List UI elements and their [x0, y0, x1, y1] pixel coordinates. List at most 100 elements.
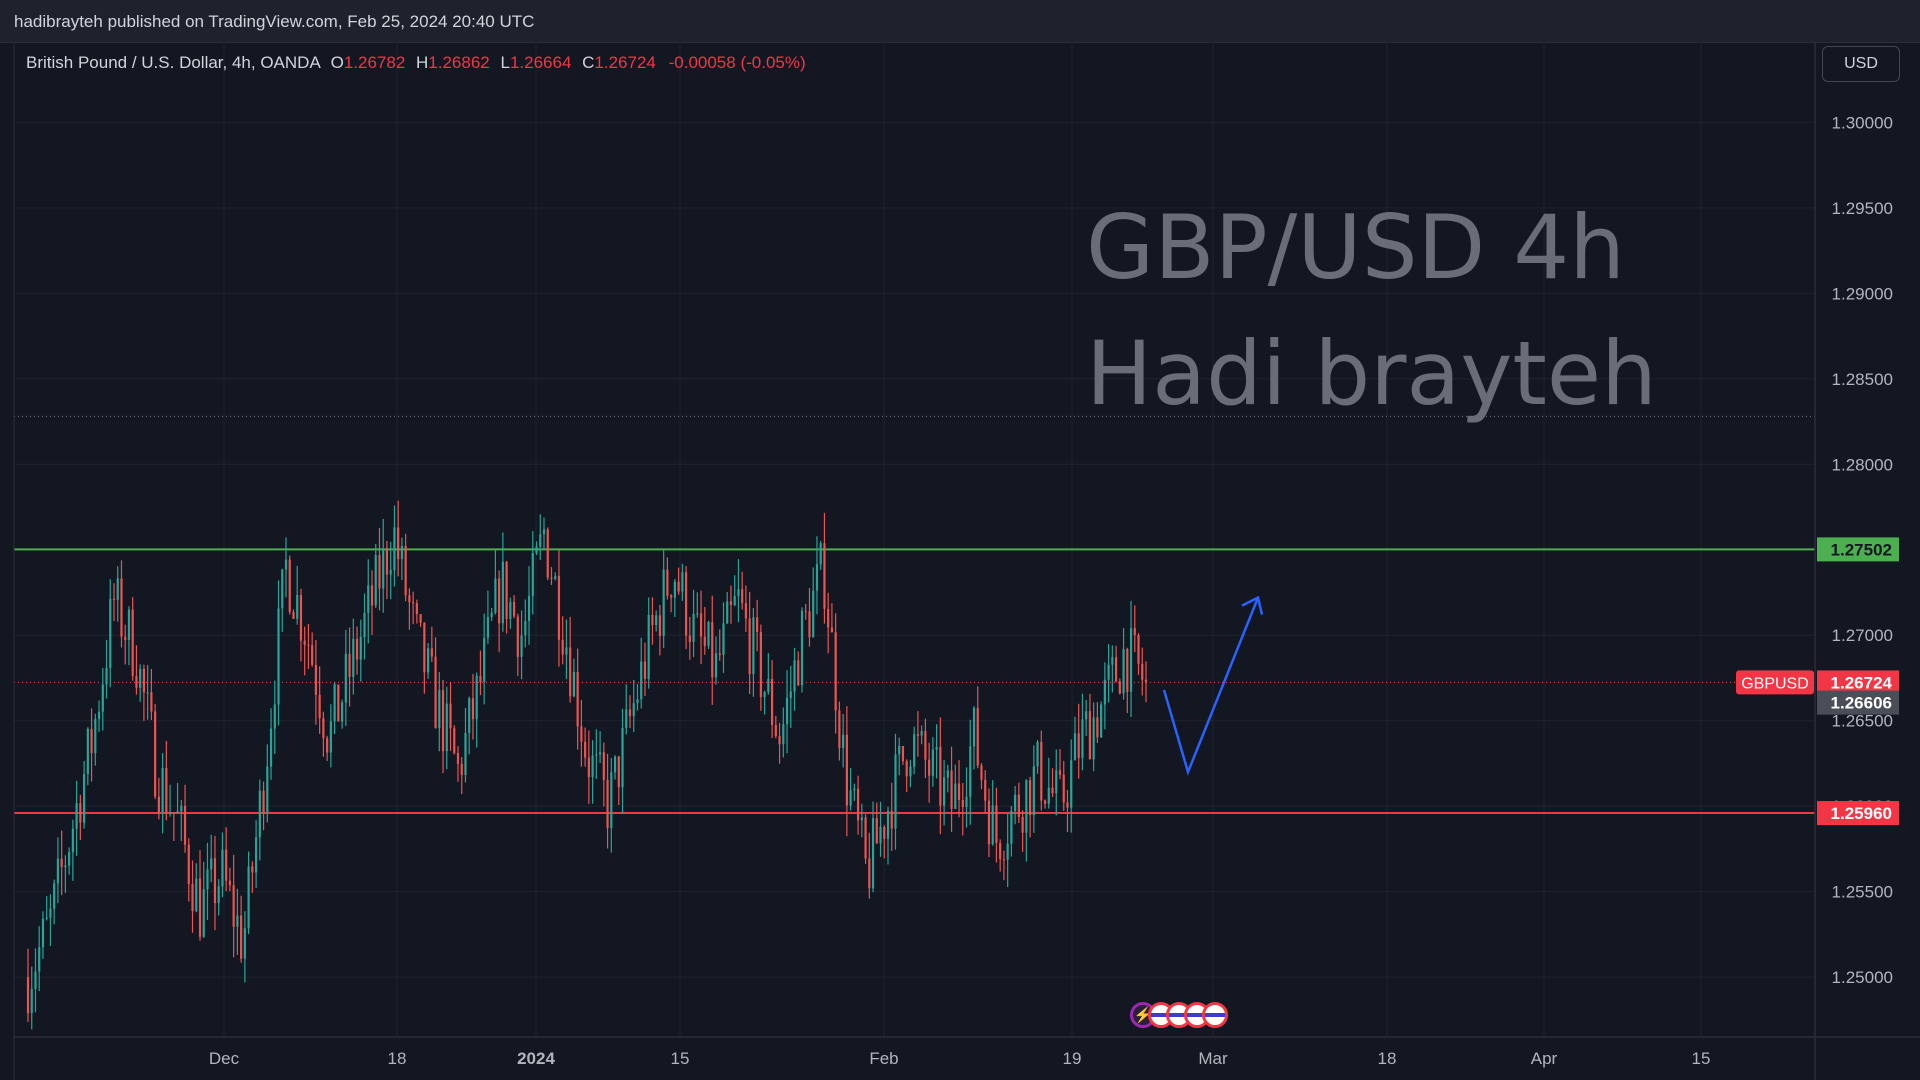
candle-body: [225, 849, 228, 881]
candle-body: [254, 837, 258, 873]
candle-body: [1129, 628, 1133, 692]
candle-body: [1010, 810, 1013, 844]
candle-body: [1111, 657, 1114, 665]
currency-button[interactable]: USD: [1822, 46, 1900, 82]
candle-body: [483, 637, 486, 683]
candle-body: [916, 734, 920, 736]
candle-body: [774, 724, 777, 737]
candle-body: [352, 638, 355, 677]
candle-body: [348, 653, 351, 677]
candle-body: [378, 555, 381, 589]
candle-body: [359, 637, 362, 660]
candle-body: [284, 559, 288, 570]
candle-body: [337, 684, 340, 722]
candle-body: [374, 555, 377, 606]
candle-body: [711, 622, 714, 678]
candle-body: [1021, 816, 1024, 833]
candle-body: [1043, 800, 1047, 804]
candle-body: [180, 805, 183, 812]
y-tick-label: 1.25500: [1832, 883, 1893, 902]
candle-body: [486, 617, 490, 638]
support-price-tag: [1817, 801, 1899, 826]
y-tick-label: 1.28000: [1832, 455, 1893, 474]
candle-body: [718, 653, 721, 656]
candle-body: [800, 610, 804, 686]
candle-body: [183, 805, 187, 845]
candle-body: [527, 595, 531, 622]
candle-body: [363, 612, 366, 638]
candle-body: [976, 707, 979, 766]
x-tick-label: Feb: [869, 1049, 898, 1068]
candle-body: [258, 790, 261, 838]
candle-body: [744, 603, 748, 619]
candle-body: [1085, 711, 1088, 720]
candle-body: [75, 803, 78, 829]
change-value: -0.00058 (-0.05%): [668, 53, 806, 72]
candle-body: [647, 614, 650, 679]
candle-body: [782, 724, 785, 745]
candle-body: [1055, 770, 1058, 794]
candle-body: [681, 572, 684, 592]
support-price-label: 1.25960: [1831, 804, 1892, 823]
candle-body: [628, 709, 632, 717]
candle-body: [726, 601, 729, 624]
candle-body: [456, 753, 460, 764]
candle-body: [449, 703, 452, 729]
axes: 1.30000 1.29500 1.29000 1.28500 1.28000 1.275…: [13, 42, 1920, 1080]
candle-body: [247, 866, 250, 929]
candle-body: [30, 989, 33, 1014]
candle-body: [344, 653, 347, 703]
candle-body: [819, 543, 822, 565]
candle-body: [987, 800, 991, 845]
candle-body: [696, 613, 699, 615]
forecast-arrowhead: [1241, 595, 1264, 615]
candle-body: [557, 576, 561, 640]
forecast-arrow: [1162, 595, 1264, 776]
candle-body: [202, 889, 205, 937]
candle-body: [393, 527, 396, 571]
candle-body: [367, 585, 370, 613]
candle-body: [1118, 681, 1121, 694]
candle-body: [961, 799, 964, 807]
candle-body: [617, 756, 620, 788]
close-value: 1.26724: [594, 53, 656, 72]
candle-body: [673, 581, 676, 598]
candle-body: [542, 529, 546, 535]
candle-body: [56, 858, 60, 884]
candle-body: [894, 754, 897, 829]
candle-body: [688, 635, 691, 642]
candle-body: [415, 603, 418, 615]
candle-body: [479, 675, 482, 683]
candle-body: [296, 594, 299, 619]
candle-body: [430, 648, 433, 657]
candle-body: [812, 590, 815, 638]
candle-body: [569, 647, 572, 697]
candle-body: [299, 594, 303, 641]
candle-body: [172, 812, 175, 814]
candle-body: [759, 632, 762, 698]
candle-body: [277, 608, 280, 705]
y-tick-label: 1.29000: [1832, 284, 1893, 303]
candle-body: [292, 611, 295, 619]
watermark-title: GBP/USD 4h: [1086, 196, 1626, 299]
candle-body: [909, 766, 912, 777]
candle-body: [198, 878, 202, 937]
candle-body: [602, 752, 605, 780]
resistance-price-tag: [1817, 537, 1899, 562]
candle-body: [1017, 794, 1020, 817]
candle-body: [561, 639, 564, 655]
candle-body: [251, 866, 254, 873]
candle-body: [94, 718, 97, 754]
candle-body: [1122, 649, 1125, 694]
economic-events[interactable]: ⚡: [1130, 1002, 1228, 1032]
candle-body: [1096, 717, 1099, 738]
candle-body: [322, 718, 325, 739]
candle-body: [505, 561, 508, 619]
candle-body: [105, 667, 108, 685]
candle-body: [434, 656, 437, 729]
us-flag-event-icon[interactable]: [1202, 1002, 1228, 1028]
candle-body: [890, 810, 893, 829]
candle-body: [699, 613, 703, 637]
candle-body: [640, 661, 643, 700]
